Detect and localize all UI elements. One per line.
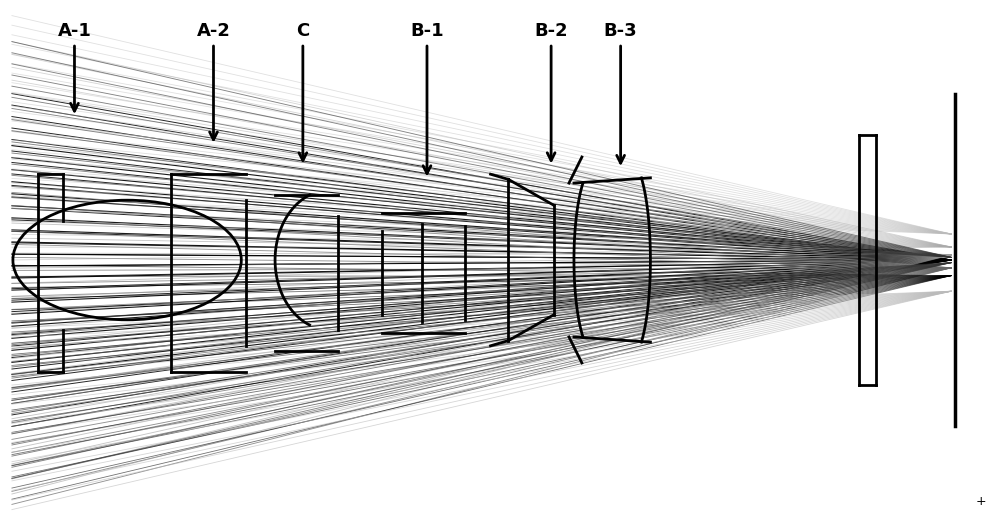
Text: A-2: A-2 [197,22,230,140]
Text: B-2: B-2 [534,22,568,161]
Text: B-1: B-1 [410,22,444,174]
Text: B-3: B-3 [604,22,638,163]
Text: C: C [296,22,310,161]
Text: +: + [976,495,986,509]
Text: A-1: A-1 [58,22,91,111]
